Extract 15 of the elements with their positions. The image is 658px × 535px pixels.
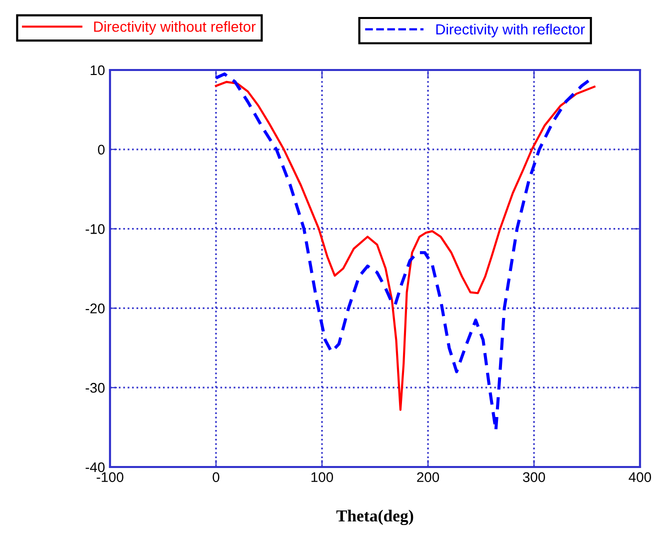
- x-axis-title: Theta(deg): [336, 510, 414, 526]
- legend-label: Directivity without refletor: [94, 21, 256, 35]
- x-tick-label: 0: [212, 472, 220, 482]
- x-tick-label: 300: [522, 472, 546, 482]
- y-tick-label: -20: [86, 304, 105, 314]
- x-tick-label: 100: [311, 472, 334, 482]
- x-tick-label: -100: [96, 472, 124, 482]
- legend-label: Directivity with reflector: [436, 24, 585, 38]
- x-tick-label: 200: [417, 472, 440, 482]
- y-tick-label: -30: [86, 382, 105, 393]
- y-tick-label: -40: [86, 462, 105, 472]
- y-tick-label: 10: [90, 65, 105, 76]
- y-tick-label: 0: [98, 144, 105, 155]
- y-tick-label: -10: [86, 224, 105, 234]
- x-tick-label: 400: [628, 472, 652, 482]
